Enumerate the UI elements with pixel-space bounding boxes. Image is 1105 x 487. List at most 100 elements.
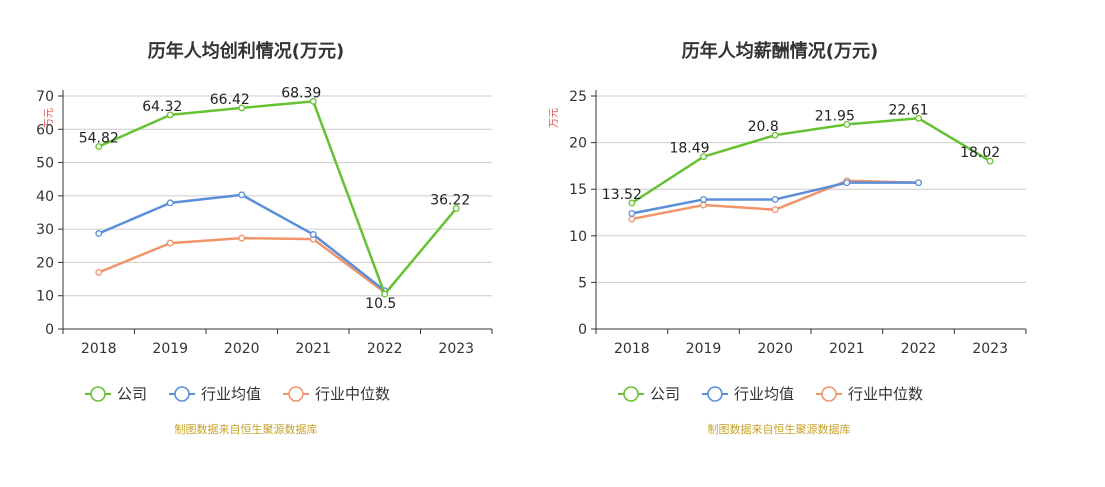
y-axis-unit-label: 万元 — [44, 108, 55, 128]
data-point — [628, 209, 636, 217]
data-label: 21.95 — [815, 108, 855, 124]
x-tick-label: 2023 — [438, 341, 474, 357]
y-tick-label: 0 — [45, 322, 54, 338]
data-point — [628, 215, 636, 223]
data-point — [238, 234, 246, 242]
y-tick-label: 30 — [36, 222, 54, 238]
data-label: 36.22 — [430, 192, 470, 208]
legend-item: 公司 — [618, 385, 680, 403]
legend-label: 公司 — [650, 385, 680, 403]
chart-1: 历年人均创利情况(万元) 万元 0 10 20 30 40 50 60 70 2018 2019 202… — [36, 40, 493, 436]
data-point — [166, 239, 174, 247]
data-point — [95, 230, 103, 237]
series-line — [98, 193, 386, 292]
y-tick-label: 15 — [569, 182, 587, 198]
data-point — [166, 111, 174, 119]
data-point — [238, 191, 246, 199]
data-label: 10.5 — [365, 296, 396, 312]
chart-2: 历年人均薪酬情况(万元) 万元 0 5 10 15 20 25 2018 2019 2020 2021… — [549, 40, 1027, 436]
legend: 公司 行业均值 行业中位数 — [85, 385, 390, 403]
legend: 公司 行业均值 行业中位数 — [618, 385, 923, 403]
data-label: 66.42 — [210, 92, 250, 108]
legend-label: 行业均值 — [201, 385, 261, 403]
x-tick-label: 2019 — [152, 341, 188, 357]
data-point — [700, 201, 707, 209]
series-line — [98, 236, 386, 294]
data-point — [309, 97, 317, 105]
data-point — [95, 268, 103, 276]
y-tick-label: 40 — [36, 189, 54, 205]
y-tick-label: 20 — [36, 255, 54, 271]
legend-item: 行业均值 — [702, 385, 794, 403]
chart-title: 历年人均薪酬情况(万元) — [682, 40, 878, 62]
data-label: 13.52 — [602, 187, 642, 203]
y-tick-label: 25 — [569, 89, 587, 105]
legend-swatch-marker — [623, 386, 639, 402]
chart-title: 历年人均创利情况(万元) — [148, 40, 344, 62]
legend-label: 行业中位数 — [315, 385, 390, 403]
x-tick-label: 2018 — [81, 341, 117, 357]
data-label: 64.32 — [142, 99, 182, 115]
data-label: 54.82 — [79, 131, 119, 147]
x-tick-label: 2020 — [224, 341, 260, 357]
x-tick-label: 2019 — [686, 341, 722, 357]
y-tick-label: 10 — [569, 229, 587, 245]
y-tick-label: 60 — [36, 122, 54, 138]
data-point — [166, 199, 174, 207]
x-tick-label: 2021 — [829, 341, 865, 357]
legend-swatch-marker — [707, 386, 723, 402]
data-label: 18.02 — [960, 145, 1000, 161]
data-point — [95, 143, 103, 150]
data-label: 18.49 — [669, 141, 709, 157]
series-industry-avg — [95, 191, 389, 295]
data-label: 68.39 — [281, 85, 321, 101]
data-point — [238, 104, 246, 112]
legend-swatch-marker — [288, 386, 304, 402]
legend-swatch-marker — [174, 386, 190, 402]
series-company — [95, 97, 460, 298]
x-tick-label: 2021 — [295, 341, 331, 357]
source-note: 制图数据来自恒生聚源数据库 — [708, 422, 851, 436]
y-tick-label: 20 — [569, 136, 587, 152]
data-point — [915, 179, 922, 187]
data-label: 20.8 — [748, 119, 779, 135]
data-point — [843, 179, 851, 187]
legend-item: 公司 — [85, 385, 147, 403]
legend-label: 行业中位数 — [848, 385, 923, 403]
source-note: 制图数据来自恒生聚源数据库 — [175, 422, 318, 436]
data-point — [700, 196, 707, 203]
data-point — [381, 290, 389, 298]
legend-swatch-marker — [90, 386, 106, 402]
data-point — [771, 131, 779, 139]
legend-label: 公司 — [117, 385, 147, 403]
x-tick-label: 2022 — [367, 341, 403, 357]
data-point — [771, 196, 779, 203]
legend-label: 行业均值 — [734, 385, 794, 403]
x-tick-label: 2020 — [757, 341, 793, 357]
legend-item: 行业中位数 — [816, 385, 923, 403]
x-tick-label: 2022 — [901, 341, 937, 357]
y-axis-unit-label: 万元 — [549, 108, 560, 128]
y-tick-label: 10 — [36, 289, 54, 305]
data-point — [700, 153, 707, 161]
data-point — [771, 206, 779, 214]
x-tick-label: 2023 — [972, 341, 1008, 357]
data-point — [628, 199, 636, 207]
legend-item: 行业均值 — [169, 385, 261, 403]
series-line — [98, 100, 458, 296]
legend-item: 行业中位数 — [283, 385, 390, 403]
y-tick-label: 70 — [36, 89, 54, 105]
x-tick-label: 2018 — [614, 341, 650, 357]
data-label: 22.61 — [888, 102, 928, 118]
data-point — [986, 157, 994, 165]
data-point — [915, 114, 922, 122]
series-industry-avg — [628, 179, 922, 217]
series-line — [631, 117, 991, 205]
y-tick-label: 0 — [578, 322, 587, 338]
data-point — [843, 120, 851, 128]
data-point — [309, 231, 317, 238]
series-industry-median — [95, 234, 389, 296]
y-tick-label: 5 — [578, 275, 587, 291]
series-company — [628, 114, 994, 207]
